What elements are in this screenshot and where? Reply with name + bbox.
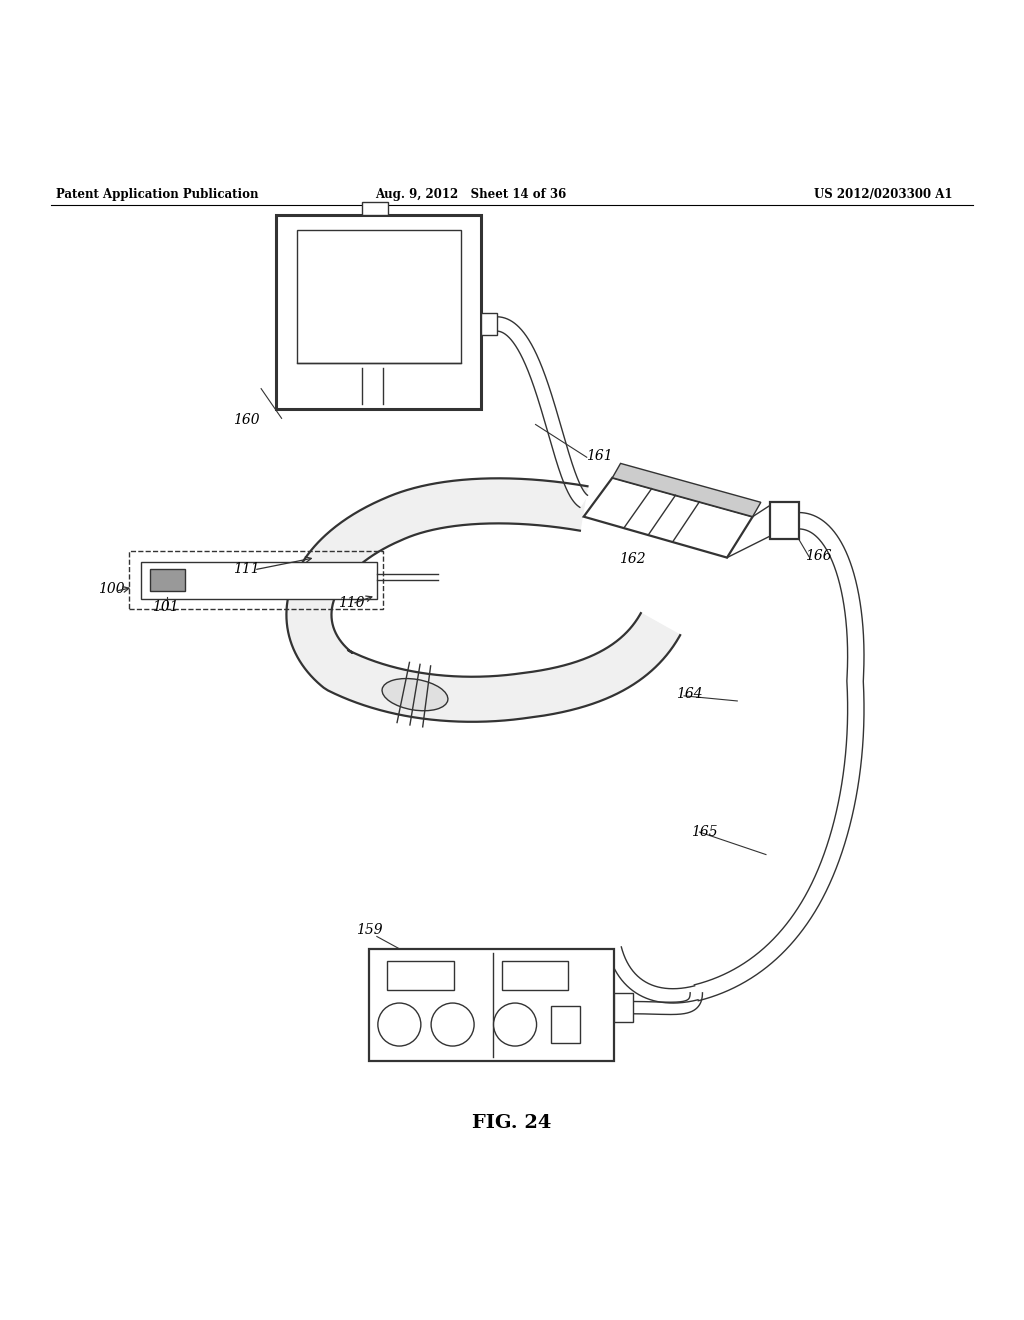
Circle shape — [431, 1003, 474, 1045]
Ellipse shape — [382, 678, 447, 710]
Text: 159: 159 — [356, 924, 383, 937]
Polygon shape — [694, 512, 864, 1001]
Text: Patent Application Publication: Patent Application Publication — [56, 187, 259, 201]
Bar — [141, 562, 377, 598]
Bar — [362, 202, 388, 215]
Text: 164: 164 — [676, 686, 702, 701]
Text: 166: 166 — [805, 549, 831, 562]
Polygon shape — [607, 946, 698, 1003]
Bar — [387, 961, 454, 990]
Bar — [551, 1006, 580, 1043]
Polygon shape — [497, 317, 588, 507]
Bar — [297, 230, 461, 363]
Bar — [481, 313, 497, 335]
Text: 161: 161 — [586, 449, 612, 463]
Bar — [276, 215, 481, 409]
Text: 110: 110 — [338, 595, 365, 610]
Text: 162: 162 — [620, 552, 646, 566]
Bar — [150, 569, 185, 591]
Bar — [129, 552, 383, 609]
Text: 111: 111 — [233, 562, 260, 576]
Bar — [502, 961, 568, 990]
Bar — [614, 994, 633, 1022]
Polygon shape — [584, 478, 753, 557]
Bar — [770, 503, 799, 539]
Text: 101: 101 — [152, 599, 178, 614]
Bar — [369, 949, 614, 1061]
Polygon shape — [612, 463, 761, 516]
Text: Aug. 9, 2012   Sheet 14 of 36: Aug. 9, 2012 Sheet 14 of 36 — [376, 187, 566, 201]
Text: FIG. 24: FIG. 24 — [472, 1114, 552, 1131]
Text: 100: 100 — [98, 582, 125, 597]
Text: 160: 160 — [233, 413, 260, 428]
Circle shape — [378, 1003, 421, 1045]
Polygon shape — [287, 478, 680, 722]
Text: US 2012/0203300 A1: US 2012/0203300 A1 — [814, 187, 952, 201]
Polygon shape — [633, 993, 702, 1015]
Circle shape — [494, 1003, 537, 1045]
Text: 165: 165 — [691, 825, 718, 840]
